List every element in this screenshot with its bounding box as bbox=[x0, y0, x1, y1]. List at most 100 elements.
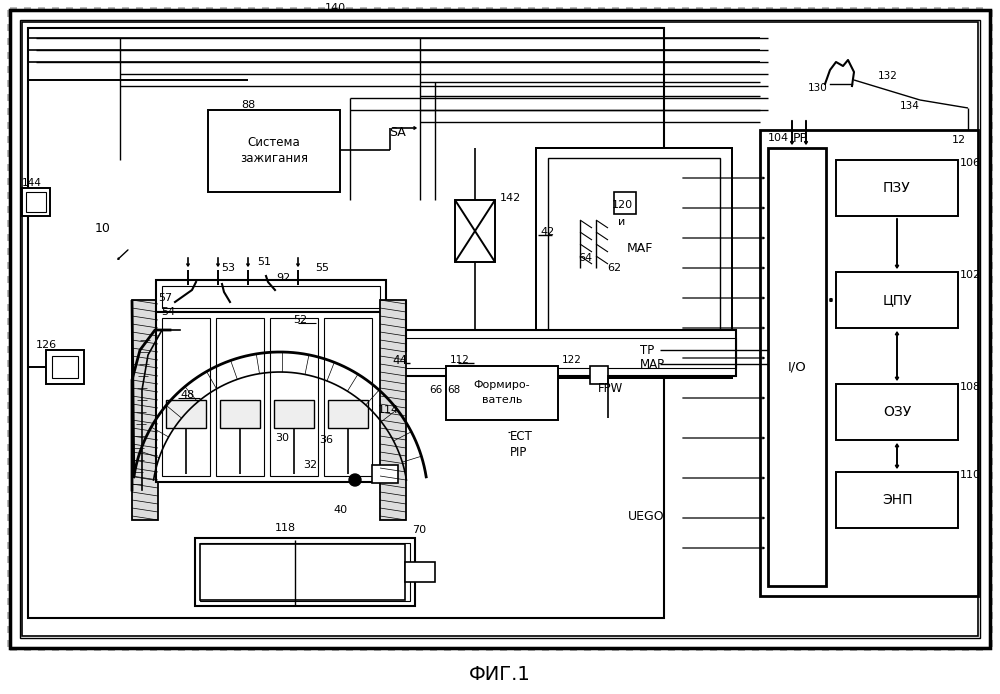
Bar bbox=[162, 318, 210, 476]
Text: 66: 66 bbox=[429, 385, 443, 395]
Bar bbox=[316, 330, 736, 376]
Text: 62: 62 bbox=[607, 263, 621, 273]
Text: ПЗУ: ПЗУ bbox=[883, 181, 911, 195]
Text: 132: 132 bbox=[878, 71, 898, 81]
Text: и: и bbox=[618, 217, 626, 227]
Text: 110: 110 bbox=[960, 470, 981, 480]
Text: 68: 68 bbox=[447, 385, 461, 395]
Text: 106: 106 bbox=[960, 158, 981, 168]
Text: 36: 36 bbox=[319, 435, 333, 445]
Text: 88: 88 bbox=[241, 100, 255, 110]
Text: 104: 104 bbox=[768, 133, 789, 143]
Bar bbox=[46, 350, 84, 384]
Bar bbox=[26, 192, 46, 212]
Text: ФИГ.1: ФИГ.1 bbox=[469, 664, 531, 684]
Text: 48: 48 bbox=[180, 390, 194, 400]
Text: FPW: FPW bbox=[598, 382, 623, 394]
Text: ОЗУ: ОЗУ bbox=[883, 405, 911, 419]
Bar bbox=[836, 160, 958, 216]
Bar bbox=[614, 192, 636, 214]
Text: ватель: ватель bbox=[482, 395, 522, 405]
Bar bbox=[270, 318, 318, 476]
Bar bbox=[200, 543, 410, 601]
Text: 126: 126 bbox=[36, 340, 57, 350]
Bar bbox=[836, 384, 958, 440]
Text: 64: 64 bbox=[578, 253, 592, 263]
Text: TP: TP bbox=[640, 344, 654, 357]
Text: 52: 52 bbox=[293, 315, 307, 325]
Text: 140: 140 bbox=[324, 3, 346, 13]
Bar bbox=[372, 465, 398, 483]
Text: 142: 142 bbox=[500, 193, 521, 203]
Text: 55: 55 bbox=[315, 263, 329, 273]
Bar bbox=[20, 20, 980, 638]
Text: 118: 118 bbox=[274, 523, 296, 533]
Bar bbox=[156, 280, 386, 312]
Text: 44: 44 bbox=[392, 353, 408, 366]
Bar bbox=[162, 286, 380, 308]
Bar bbox=[316, 338, 736, 368]
Bar bbox=[208, 110, 340, 192]
Bar bbox=[200, 544, 405, 600]
Text: ЭНП: ЭНП bbox=[882, 493, 912, 507]
Text: PIP: PIP bbox=[510, 446, 527, 459]
Text: SA: SA bbox=[390, 126, 406, 139]
Bar bbox=[760, 130, 978, 596]
Text: I/O: I/O bbox=[788, 360, 806, 373]
Text: Система: Система bbox=[248, 135, 300, 149]
Bar bbox=[536, 148, 732, 378]
Text: 51: 51 bbox=[257, 257, 271, 267]
Bar bbox=[380, 300, 406, 520]
Text: 42: 42 bbox=[540, 227, 554, 237]
Text: MAF: MAF bbox=[627, 242, 653, 255]
Bar bbox=[195, 538, 415, 606]
Text: 130: 130 bbox=[808, 83, 828, 93]
Text: PP: PP bbox=[792, 131, 808, 144]
Text: 70: 70 bbox=[412, 525, 426, 535]
Text: 57: 57 bbox=[158, 293, 172, 303]
Bar bbox=[220, 400, 260, 428]
Text: Формиро-: Формиро- bbox=[474, 380, 530, 390]
Text: 114: 114 bbox=[377, 405, 399, 415]
Text: 40: 40 bbox=[333, 505, 347, 515]
Bar bbox=[836, 472, 958, 528]
Bar bbox=[590, 366, 608, 384]
Bar bbox=[446, 366, 558, 420]
Text: 120: 120 bbox=[611, 200, 633, 210]
Bar bbox=[274, 400, 314, 428]
Text: зажигания: зажигания bbox=[240, 151, 308, 164]
Bar bbox=[836, 272, 958, 328]
Text: ECT: ECT bbox=[510, 430, 533, 443]
Bar bbox=[455, 200, 495, 262]
Bar bbox=[328, 400, 368, 428]
Text: 32: 32 bbox=[303, 460, 317, 470]
Text: 102: 102 bbox=[960, 270, 981, 280]
Text: 108: 108 bbox=[960, 382, 981, 392]
Bar bbox=[324, 318, 372, 476]
Text: 134: 134 bbox=[900, 101, 920, 111]
Bar bbox=[768, 148, 826, 586]
Text: 10: 10 bbox=[95, 221, 111, 235]
Bar bbox=[548, 158, 720, 368]
Bar bbox=[156, 312, 386, 482]
Bar bbox=[316, 330, 736, 376]
Text: 54: 54 bbox=[161, 307, 175, 317]
Text: 53: 53 bbox=[221, 263, 235, 273]
Circle shape bbox=[349, 474, 361, 486]
Text: UEGO: UEGO bbox=[628, 509, 665, 523]
Bar bbox=[52, 356, 78, 378]
Text: MAP: MAP bbox=[640, 357, 665, 371]
Bar bbox=[22, 188, 50, 216]
Bar bbox=[405, 562, 435, 582]
Bar bbox=[132, 300, 158, 520]
Text: 12: 12 bbox=[952, 135, 966, 145]
Text: ЦПУ: ЦПУ bbox=[882, 293, 912, 307]
Text: 144: 144 bbox=[22, 178, 42, 188]
Bar bbox=[22, 22, 978, 636]
Text: 112: 112 bbox=[450, 355, 470, 365]
Text: 30: 30 bbox=[275, 433, 289, 443]
Bar bbox=[28, 28, 664, 618]
Bar bbox=[166, 400, 206, 428]
Text: 92: 92 bbox=[276, 273, 290, 283]
Text: 122: 122 bbox=[562, 355, 582, 365]
